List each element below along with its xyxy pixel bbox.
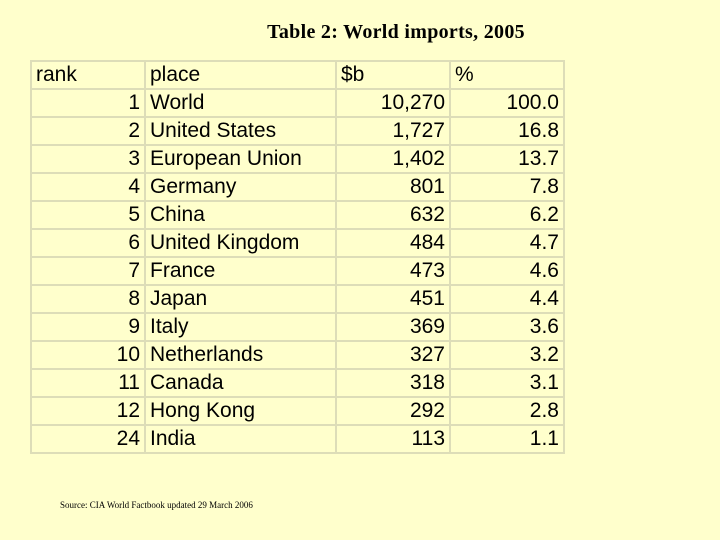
rank-cell: 24 — [30, 424, 146, 454]
table-row: 10 Netherlands 327 3.2 — [30, 340, 565, 370]
header-rank: rank — [30, 60, 146, 90]
value-cell: 318 — [335, 368, 451, 398]
rank-cell: 7 — [30, 256, 146, 286]
table-row: 7 France 473 4.6 — [30, 256, 565, 286]
rank-cell: 10 — [30, 340, 146, 370]
percent-cell: 100.0 — [449, 88, 565, 118]
rank-cell: 6 — [30, 228, 146, 258]
table-row: 12 Hong Kong 292 2.8 — [30, 396, 565, 426]
percent-cell: 3.6 — [449, 312, 565, 342]
value-cell: 801 — [335, 172, 451, 202]
rank-cell: 2 — [30, 116, 146, 146]
header-place: place — [144, 60, 337, 90]
table-row: 3 European Union 1,402 13.7 — [30, 144, 565, 174]
table-header-row: rank place $b % — [30, 60, 565, 90]
table-row: 6 United Kingdom 484 4.7 — [30, 228, 565, 258]
percent-cell: 16.8 — [449, 116, 565, 146]
table-row: 11 Canada 318 3.1 — [30, 368, 565, 398]
value-cell: 292 — [335, 396, 451, 426]
value-cell: 473 — [335, 256, 451, 286]
rank-cell: 12 — [30, 396, 146, 426]
table-row: 1 World 10,270 100.0 — [30, 88, 565, 118]
value-cell: 369 — [335, 312, 451, 342]
table-row: 8 Japan 451 4.4 — [30, 284, 565, 314]
value-cell: 1,727 — [335, 116, 451, 146]
percent-cell: 3.2 — [449, 340, 565, 370]
rank-cell: 5 — [30, 200, 146, 230]
rank-cell: 8 — [30, 284, 146, 314]
place-cell: Canada — [144, 368, 337, 398]
table-row: 4 Germany 801 7.8 — [30, 172, 565, 202]
place-cell: India — [144, 424, 337, 454]
value-cell: 632 — [335, 200, 451, 230]
percent-cell: 13.7 — [449, 144, 565, 174]
table-row: 2 United States 1,727 16.8 — [30, 116, 565, 146]
page-title: Table 2: World imports, 2005 — [267, 21, 525, 43]
place-cell: Germany — [144, 172, 337, 202]
place-cell: World — [144, 88, 337, 118]
rank-cell: 9 — [30, 312, 146, 342]
rank-cell: 1 — [30, 88, 146, 118]
value-cell: 113 — [335, 424, 451, 454]
percent-cell: 4.7 — [449, 228, 565, 258]
percent-cell: 7.8 — [449, 172, 565, 202]
percent-cell: 4.4 — [449, 284, 565, 314]
value-cell: 1,402 — [335, 144, 451, 174]
place-cell: France — [144, 256, 337, 286]
place-cell: Japan — [144, 284, 337, 314]
table-row: 9 Italy 369 3.6 — [30, 312, 565, 342]
percent-cell: 6.2 — [449, 200, 565, 230]
value-cell: 327 — [335, 340, 451, 370]
table-row: 5 China 632 6.2 — [30, 200, 565, 230]
percent-cell: 2.8 — [449, 396, 565, 426]
place-cell: China — [144, 200, 337, 230]
place-cell: Hong Kong — [144, 396, 337, 426]
percent-cell: 4.6 — [449, 256, 565, 286]
place-cell: Italy — [144, 312, 337, 342]
rank-cell: 4 — [30, 172, 146, 202]
imports-table: rank place $b % 1 World 10,270 100.0 2 United… — [30, 60, 565, 454]
table-row: 24 India 113 1.1 — [30, 424, 565, 454]
source-note: Source: CIA World Factbook updated 29 Ma… — [60, 500, 253, 510]
percent-cell: 1.1 — [449, 424, 565, 454]
rank-cell: 11 — [30, 368, 146, 398]
percent-cell: 3.1 — [449, 368, 565, 398]
table-body: 1 World 10,270 100.0 2 United States 1,727 16.8… — [30, 88, 565, 454]
place-cell: European Union — [144, 144, 337, 174]
rank-cell: 3 — [30, 144, 146, 174]
value-cell: 484 — [335, 228, 451, 258]
header-percent: % — [449, 60, 565, 90]
header-value: $b — [335, 60, 451, 90]
value-cell: 451 — [335, 284, 451, 314]
place-cell: United States — [144, 116, 337, 146]
value-cell: 10,270 — [335, 88, 451, 118]
place-cell: Netherlands — [144, 340, 337, 370]
place-cell: United Kingdom — [144, 228, 337, 258]
